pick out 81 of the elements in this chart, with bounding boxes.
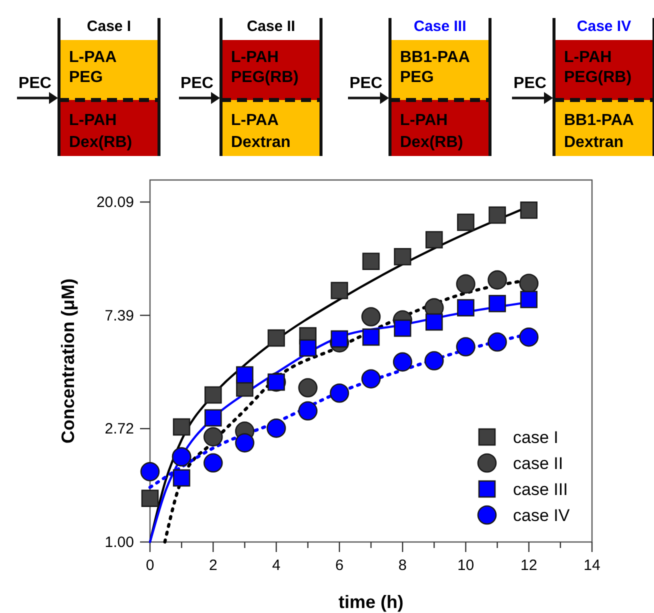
x-tick-label: 0 (146, 557, 154, 574)
legend-label: case I (513, 428, 558, 447)
point (330, 383, 350, 403)
point (298, 401, 318, 421)
point (392, 352, 412, 372)
point (362, 328, 380, 346)
point (236, 366, 254, 384)
point (203, 427, 223, 446)
text: L-PAA (231, 112, 280, 129)
text: Dextran (231, 134, 291, 151)
point (266, 418, 286, 438)
text: Case IV (576, 18, 632, 35)
text: Dex(RB) (400, 134, 464, 151)
text: Case I (86, 18, 132, 35)
point (394, 248, 412, 266)
text: Case II (246, 18, 296, 35)
text: PEC (18, 75, 52, 92)
point (172, 418, 190, 436)
point (362, 252, 380, 270)
point (456, 337, 476, 356)
text: Dex(RB) (69, 134, 132, 151)
point (330, 330, 348, 348)
point (456, 274, 476, 294)
text: L-PAH (231, 49, 279, 66)
x-tick-label: 10 (457, 557, 474, 574)
y-tick-label: 1.00 (104, 534, 134, 551)
text: PEG(RB) (564, 69, 632, 86)
text: PEC (180, 75, 214, 92)
x-tick-label: 2 (208, 557, 218, 574)
point (141, 490, 159, 507)
point (268, 329, 285, 347)
text: L-PAH (400, 112, 448, 129)
legend-label: case III (513, 480, 568, 499)
point (457, 214, 474, 231)
point (457, 299, 474, 316)
y-tick-label: 20.09 (96, 194, 134, 212)
x-axis-title: time (h) (338, 592, 404, 612)
point (204, 386, 222, 404)
point (361, 369, 381, 388)
point (425, 231, 443, 248)
point (520, 290, 538, 308)
point (488, 294, 506, 312)
point (520, 202, 538, 219)
legend-label: case IV (513, 506, 570, 525)
point (488, 332, 507, 352)
point (203, 453, 223, 473)
point (361, 307, 381, 326)
y-axis-title: Concentration (μM) (58, 278, 78, 444)
point (424, 351, 444, 370)
x-tick-label: 6 (335, 557, 344, 574)
point (394, 320, 412, 337)
point (140, 462, 160, 482)
x-tick-label: 4 (272, 557, 280, 574)
text: BB1-PAA (564, 112, 634, 129)
text: L-PAH (69, 112, 117, 129)
point (204, 409, 222, 427)
point (488, 270, 507, 290)
point (330, 282, 348, 300)
text: PEG (69, 69, 103, 86)
text: PEG (400, 69, 434, 86)
legend-label: case II (513, 454, 564, 473)
point (172, 469, 190, 487)
y-tick-label: 7.39 (104, 307, 134, 324)
text: PEG(RB) (231, 69, 299, 86)
text: L-PAA (69, 49, 118, 66)
x-tick-label: 14 (584, 557, 600, 574)
point (488, 206, 506, 224)
point (235, 433, 254, 452)
point (299, 339, 317, 357)
x-tick-label: 8 (398, 557, 407, 574)
x-tick-label: 12 (520, 557, 538, 574)
y-tick-label: 2.72 (104, 420, 134, 438)
text: BB1-PAA (400, 49, 470, 66)
text: Case III (414, 18, 466, 35)
text: L-PAH (564, 49, 612, 66)
point (425, 313, 443, 331)
point (298, 378, 318, 398)
text: PEC (350, 75, 383, 92)
point (519, 327, 539, 347)
text: PEC (514, 75, 547, 92)
text: Dextran (564, 134, 624, 151)
